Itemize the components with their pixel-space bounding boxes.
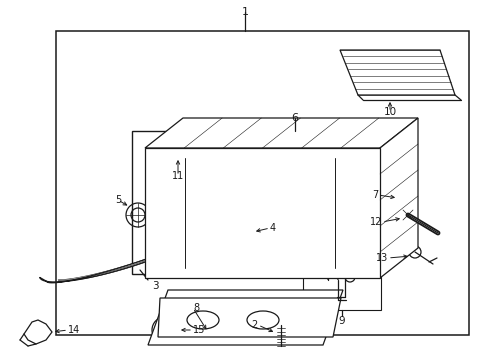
Text: 9: 9 bbox=[338, 316, 345, 326]
Polygon shape bbox=[40, 219, 220, 283]
Text: 8: 8 bbox=[193, 303, 199, 313]
Bar bbox=[56, 31, 468, 335]
Bar bbox=[145, 148, 379, 278]
Text: 12: 12 bbox=[369, 217, 381, 227]
Text: 3: 3 bbox=[151, 281, 158, 291]
Polygon shape bbox=[379, 118, 417, 278]
Polygon shape bbox=[145, 118, 417, 148]
Text: 15: 15 bbox=[193, 325, 205, 335]
Polygon shape bbox=[148, 290, 342, 345]
Text: 14: 14 bbox=[68, 325, 80, 335]
Text: 13: 13 bbox=[375, 253, 387, 263]
Bar bbox=[349, 198, 371, 226]
Polygon shape bbox=[158, 298, 340, 337]
Text: 7: 7 bbox=[371, 190, 377, 200]
Text: 4: 4 bbox=[269, 223, 276, 233]
Bar bbox=[132, 131, 359, 274]
Bar bbox=[303, 242, 380, 310]
Text: 6: 6 bbox=[291, 113, 298, 123]
Text: 11: 11 bbox=[171, 171, 184, 181]
Text: 5: 5 bbox=[115, 195, 121, 205]
Text: 10: 10 bbox=[383, 107, 396, 117]
Text: 1: 1 bbox=[241, 7, 248, 17]
Polygon shape bbox=[339, 50, 454, 95]
Text: 2: 2 bbox=[251, 320, 258, 330]
